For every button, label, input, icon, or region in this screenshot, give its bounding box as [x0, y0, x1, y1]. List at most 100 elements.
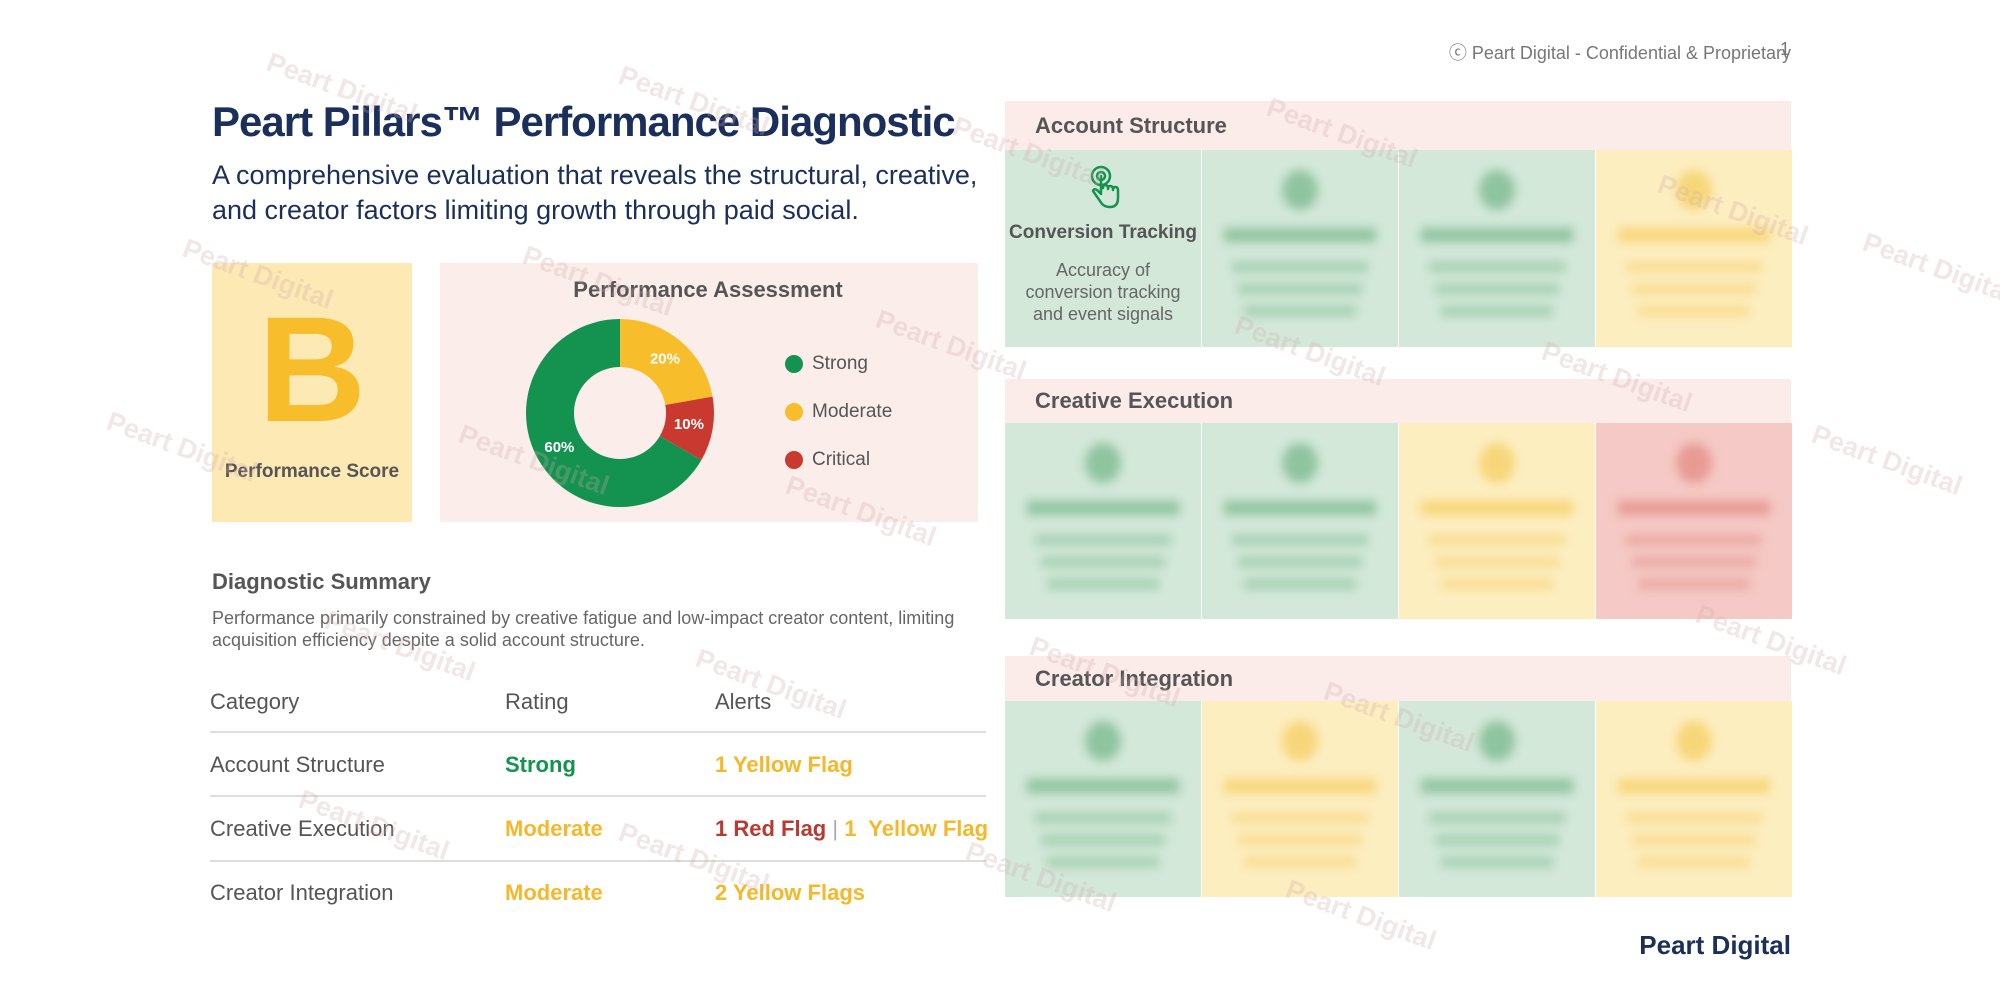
blurred-line — [1429, 535, 1565, 545]
category-cell: Creator Integration — [210, 880, 394, 905]
column-header: Rating — [505, 689, 569, 714]
tracking-icon — [1090, 165, 1120, 209]
blurred-line — [1441, 857, 1553, 867]
chart-title: Performance Assessment — [573, 277, 843, 302]
blurred-line — [1421, 779, 1573, 793]
blurred-line — [1618, 501, 1770, 515]
watermark: Peart Digital — [1858, 226, 2000, 309]
value-label: 20% — [650, 350, 680, 367]
pillar-card — [1596, 701, 1792, 897]
grade: B — [257, 285, 367, 453]
blurred-line — [1035, 535, 1171, 545]
blurred-line — [1638, 306, 1750, 316]
blurred-content — [1596, 150, 1792, 347]
score-label: Performance Score — [224, 461, 400, 482]
blurred-line — [1041, 557, 1165, 567]
blurred-icon — [1676, 721, 1712, 761]
legend-dot — [785, 451, 803, 469]
blurred-line — [1421, 501, 1573, 515]
alert-cell: 2 Yellow Flags — [715, 880, 865, 905]
blurred-line — [1429, 813, 1565, 823]
blurred-line — [1047, 857, 1159, 867]
card-text: conversion tracking — [1025, 282, 1181, 302]
blurred-icon — [1282, 443, 1318, 483]
blurred-line — [1638, 857, 1750, 867]
blurred-line — [1421, 228, 1573, 242]
blurred-line — [1224, 501, 1376, 515]
pillar-card — [1596, 423, 1792, 619]
table-rule — [210, 860, 986, 862]
blurred-icon — [1676, 443, 1712, 483]
pillar-title: Creative Execution — [1035, 388, 1234, 413]
pillar-header: Creator Integration — [1005, 656, 1791, 701]
alert-cell: 1 Red Flag | 1 Yellow Flag — [715, 816, 988, 842]
footer-brand: Peart Digital — [1639, 930, 1791, 960]
blurred-icon — [1479, 443, 1515, 483]
blurred-line — [1238, 835, 1362, 845]
blurred-content — [1202, 701, 1398, 897]
blurred-line — [1626, 535, 1762, 545]
blurred-content — [1399, 150, 1595, 347]
blurred-line — [1244, 306, 1356, 316]
pillar-card — [1005, 701, 1201, 897]
blurred-line — [1632, 835, 1756, 845]
blurred-line — [1441, 579, 1553, 589]
subtitle-line: and creator factors limiting growth thro… — [212, 195, 859, 225]
pillar-title: Account Structure — [1035, 112, 1227, 138]
red-flag: 1 Red Flag — [715, 816, 827, 841]
value-label: 10% — [674, 416, 704, 433]
blurred-line — [1224, 228, 1376, 242]
category-cell: Creative Execution — [210, 816, 395, 841]
blurred-line — [1035, 813, 1171, 823]
yellow-flag: 1 Yellow Flag — [844, 816, 989, 841]
table-rule — [210, 795, 986, 797]
pillar-header: Account Structure — [1005, 101, 1791, 150]
blurred-line — [1435, 284, 1559, 294]
blurred-content — [1399, 423, 1595, 619]
blurred-line — [1626, 813, 1762, 823]
pillar-card — [1202, 423, 1398, 619]
card-text: Accuracy of — [1055, 260, 1151, 280]
summary-text: acquisition efficiency despite a solid a… — [212, 630, 645, 650]
rating-cell: Moderate — [505, 880, 603, 905]
blurred-line — [1244, 579, 1356, 589]
pillar-card — [1202, 701, 1398, 897]
blurred-line — [1047, 579, 1159, 589]
summary-title: Diagnostic Summary — [212, 569, 431, 594]
blurred-icon — [1282, 170, 1318, 210]
column-header: Category — [210, 689, 300, 714]
blurred-line — [1224, 779, 1376, 793]
rating-cell: Strong — [505, 752, 576, 777]
pillar-title: Creator Integration — [1035, 665, 1234, 691]
watermark: Peart Digital — [1807, 419, 1966, 502]
score-card: B Performance Score — [212, 263, 412, 522]
donut-slice — [659, 396, 714, 460]
blurred-line — [1618, 228, 1770, 242]
blurred-line — [1638, 579, 1750, 589]
blurred-icon — [1282, 721, 1318, 761]
blurred-content — [1005, 423, 1201, 619]
blurred-content — [1399, 701, 1595, 897]
alert-cell: 1 Yellow Flag — [715, 752, 853, 777]
pillar-card: Conversion Tracking Accuracy of conversi… — [1005, 150, 1201, 347]
pillar-card — [1202, 150, 1398, 347]
blurred-content — [1202, 423, 1398, 619]
blurred-line — [1435, 557, 1559, 567]
subtitle-line: A comprehensive evaluation that reveals … — [212, 160, 978, 190]
legend-label: Critical — [812, 449, 870, 470]
legend-label: Moderate — [812, 401, 892, 422]
legend-dot — [785, 403, 803, 421]
blurred-icon — [1085, 721, 1121, 761]
separator: | — [832, 816, 839, 841]
title: Peart Pillars™ Performance Diagnostic — [212, 98, 956, 145]
pillar-card — [1399, 701, 1595, 897]
blurred-line — [1626, 262, 1762, 272]
donut-slice — [620, 319, 713, 406]
blurred-line — [1244, 857, 1356, 867]
blurred-line — [1232, 813, 1368, 823]
blurred-icon — [1085, 443, 1121, 483]
blurred-icon — [1479, 721, 1515, 761]
blurred-line — [1232, 262, 1368, 272]
pillar-card — [1596, 150, 1792, 347]
blurred-line — [1238, 284, 1362, 294]
